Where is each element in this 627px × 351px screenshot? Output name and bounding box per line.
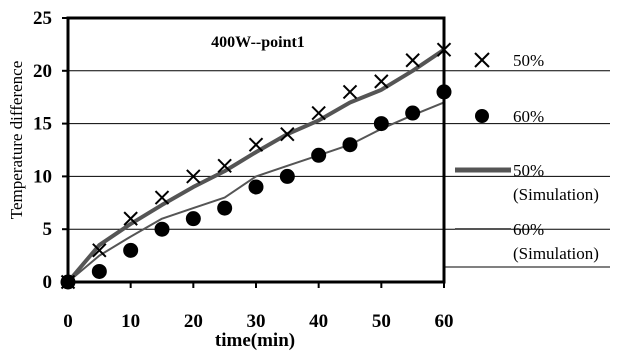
x-tick-label: 10 bbox=[121, 311, 140, 332]
y-tick-label: 10 bbox=[33, 166, 52, 187]
legend-label-sub: (Simulation) bbox=[513, 185, 599, 204]
x-marker-stroke bbox=[217, 158, 232, 174]
data-point-60-percent bbox=[373, 116, 389, 132]
x-marker-stroke bbox=[186, 169, 201, 184]
x-marker-stroke bbox=[311, 105, 326, 121]
x-tick-label: 50 bbox=[372, 311, 391, 332]
chart-title: 400W--point1 bbox=[211, 34, 305, 51]
data-point-60-percent bbox=[405, 105, 421, 121]
data-point-60-percent bbox=[123, 242, 139, 258]
data-point-50-percent bbox=[405, 53, 420, 68]
x-tick-label: 20 bbox=[184, 311, 203, 332]
legend-label: 60% bbox=[513, 220, 544, 239]
legend: 50% 60% 50% (Simulation) 60% (Simulation… bbox=[455, 51, 599, 263]
y-tick-label: 15 bbox=[33, 114, 52, 135]
x-marker-stroke bbox=[123, 211, 138, 226]
legend-entry-50-percent: 50% bbox=[474, 51, 544, 70]
x-marker-stroke bbox=[248, 137, 264, 152]
y-tick-label: 0 bbox=[43, 272, 53, 293]
x-marker-stroke bbox=[342, 84, 358, 100]
legend-entry-60-percent-simulation: 60% (Simulation) bbox=[455, 220, 599, 263]
data-point-60-percent bbox=[91, 263, 107, 279]
ticks-layer: 0 5 10 15 20 25 0 10 20 30 40 50 60 bbox=[33, 8, 454, 332]
x-tick-label: 40 bbox=[309, 311, 328, 332]
data-point-60-percent bbox=[217, 200, 233, 216]
data-point-60-percent bbox=[311, 147, 327, 163]
data-point-50-percent bbox=[342, 84, 358, 100]
data-point-60-percent bbox=[279, 168, 295, 184]
legend-entry-60-percent: 60% bbox=[475, 107, 544, 126]
y-axis-label: Temperature difference bbox=[7, 61, 26, 219]
data-point-60-percent bbox=[342, 137, 358, 153]
data-point-50-percent bbox=[374, 74, 389, 89]
x-marker-stroke bbox=[92, 243, 107, 258]
legend-label-sub: (Simulation) bbox=[513, 244, 599, 263]
x-axis-label: time(min) bbox=[215, 330, 295, 351]
legend-x-marker bbox=[474, 52, 490, 68]
y-tick-label: 20 bbox=[33, 61, 52, 82]
x-marker-stroke bbox=[280, 126, 295, 142]
data-point-60-percent bbox=[185, 211, 201, 227]
data-point-50-percent bbox=[248, 137, 264, 152]
data-point-50-percent bbox=[92, 243, 107, 258]
data-point-50-percent bbox=[280, 126, 295, 142]
data-point-50-percent bbox=[154, 190, 170, 205]
x-marker-stroke bbox=[154, 190, 170, 205]
x-tick-label: 30 bbox=[247, 311, 266, 332]
y-tick-label: 5 bbox=[43, 219, 53, 240]
series-layer bbox=[60, 42, 452, 290]
legend-label: 50% bbox=[513, 161, 544, 180]
legend-circle-marker bbox=[475, 109, 489, 123]
data-point-60-percent bbox=[154, 221, 170, 237]
data-point-50-percent bbox=[123, 211, 138, 226]
data-point-50-percent bbox=[217, 158, 232, 174]
data-point-60-percent bbox=[248, 179, 264, 195]
data-point-50-percent bbox=[311, 105, 326, 121]
series-line-50-simulation bbox=[66, 48, 446, 284]
x-tick-label: 0 bbox=[63, 311, 73, 332]
legend-label: 50% bbox=[513, 51, 544, 70]
y-tick-label: 25 bbox=[33, 8, 52, 29]
legend-label: 60% bbox=[513, 107, 544, 126]
x-tick-label: 60 bbox=[435, 311, 454, 332]
x-marker-stroke bbox=[405, 53, 420, 68]
data-point-50-percent bbox=[186, 169, 201, 184]
legend-entry-50-percent-simulation: 50% (Simulation) bbox=[455, 161, 599, 204]
x-marker-stroke bbox=[374, 74, 389, 89]
